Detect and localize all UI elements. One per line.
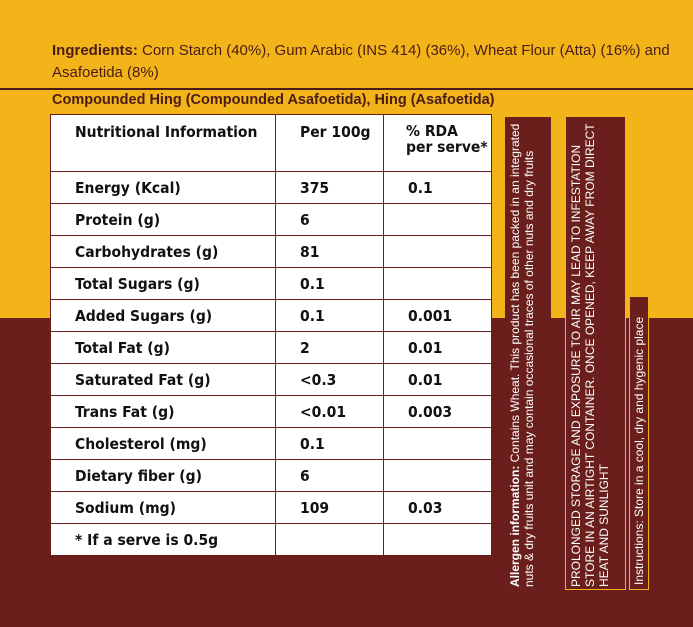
nutrition-rows: Energy (Kcal) 375 0.1 Protein (g) 6 Carbohydr…	[50, 171, 492, 524]
table-row: Total Sugars (g) 0.1	[50, 267, 492, 300]
per-100g-value: 375	[275, 171, 384, 204]
table-row: Dietary fiber (g) 6	[50, 459, 492, 492]
rda-value	[383, 459, 492, 492]
header-rda-line1: % RDA	[406, 122, 458, 140]
nutrient-name: Trans Fat (g)	[50, 395, 276, 428]
header-rda-line2: per serve*	[406, 138, 488, 156]
table-row: Energy (Kcal) 375 0.1	[50, 171, 492, 204]
table-row: Total Fat (g) 2 0.01	[50, 331, 492, 364]
nutrient-name: Sodium (mg)	[50, 491, 276, 524]
ingredients-text: Corn Starch (40%), Gum Arabic (INS 414) …	[52, 42, 670, 81]
table-row: Carbohydrates (g) 81	[50, 235, 492, 268]
nutrient-name: Dietary fiber (g)	[50, 459, 276, 492]
storage-panel: PROLONGED STORAGE AND EXPOSURE TO AIR MA…	[565, 116, 626, 590]
per-100g-value: 81	[275, 235, 384, 268]
rda-value	[383, 427, 492, 460]
divider	[0, 88, 693, 90]
ingredients-label: Ingredients:	[52, 42, 138, 59]
per-100g-value: 109	[275, 491, 384, 524]
rda-value	[383, 267, 492, 300]
nutrient-name: Added Sugars (g)	[50, 299, 276, 332]
product-name: Compounded Hing (Compounded Asafoetida),…	[52, 92, 495, 108]
header-rda: % RDA per serve*	[383, 114, 492, 172]
ingredients-block: Ingredients: Corn Starch (40%), Gum Arab…	[52, 40, 672, 84]
per-100g-value: 6	[275, 203, 384, 236]
rda-value: 0.01	[383, 363, 492, 396]
footnote-row: * If a serve is 0.5g	[50, 523, 492, 556]
per-100g-value: 0.1	[275, 299, 384, 332]
instructions-text: Instructions: Store in a cool, dry and h…	[632, 316, 646, 585]
nutrition-table: Nutritional Information Per 100g % RDA pe…	[50, 114, 492, 556]
per-100g-value: 6	[275, 459, 384, 492]
per-100g-value: 0.1	[275, 267, 384, 300]
per-100g-value: <0.01	[275, 395, 384, 428]
rda-value: 0.03	[383, 491, 492, 524]
per-100g-value: <0.3	[275, 363, 384, 396]
rda-value: 0.001	[383, 299, 492, 332]
nutrient-name: Energy (Kcal)	[50, 171, 276, 204]
rda-value	[383, 235, 492, 268]
allergen-panel: Allergen information: Contains Wheat. Th…	[505, 117, 551, 590]
nutrient-name: Protein (g)	[50, 203, 276, 236]
nutrient-name: Saturated Fat (g)	[50, 363, 276, 396]
table-row: Added Sugars (g) 0.1 0.001	[50, 299, 492, 332]
rda-value: 0.003	[383, 395, 492, 428]
table-row: Cholesterol (mg) 0.1	[50, 427, 492, 460]
rda-value: 0.01	[383, 331, 492, 364]
header-per-100g: Per 100g	[275, 114, 384, 172]
table-row: Sodium (mg) 109 0.03	[50, 491, 492, 524]
table-row: Saturated Fat (g) <0.3 0.01	[50, 363, 492, 396]
table-row: Protein (g) 6	[50, 203, 492, 236]
per-100g-value: 0.1	[275, 427, 384, 460]
allergen-text: Allergen information: Contains Wheat. Th…	[508, 122, 536, 587]
footnote: * If a serve is 0.5g	[50, 523, 276, 556]
nutrient-name: Total Sugars (g)	[50, 267, 276, 300]
nutrient-name: Carbohydrates (g)	[50, 235, 276, 268]
instructions-panel: Instructions: Store in a cool, dry and h…	[629, 296, 649, 590]
rda-value	[383, 203, 492, 236]
table-header-row: Nutritional Information Per 100g % RDA pe…	[50, 114, 492, 172]
table-row: Trans Fat (g) <0.01 0.003	[50, 395, 492, 428]
nutrient-name: Total Fat (g)	[50, 331, 276, 364]
footnote-empty-cell	[275, 523, 384, 556]
per-100g-value: 2	[275, 331, 384, 364]
rda-value: 0.1	[383, 171, 492, 204]
footnote-empty-cell	[383, 523, 492, 556]
nutrient-name: Cholesterol (mg)	[50, 427, 276, 460]
header-nutritional-info: Nutritional Information	[50, 114, 276, 172]
storage-text: PROLONGED STORAGE AND EXPOSURE TO AIR MA…	[569, 123, 611, 587]
allergen-label: Allergen information:	[508, 465, 522, 587]
